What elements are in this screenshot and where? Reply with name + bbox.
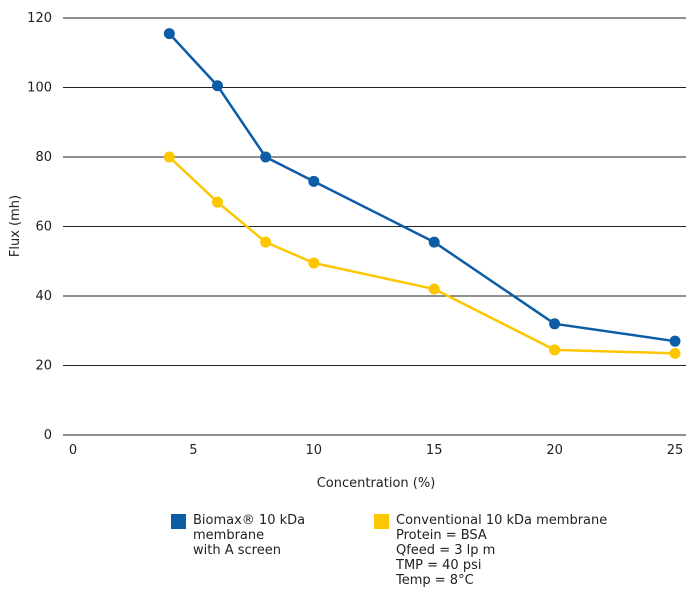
y-axis-ticks: 0 20 40 60 80 100 120 bbox=[27, 11, 52, 443]
legend-line: Temp = 8°C bbox=[396, 573, 474, 588]
legend-line: Protein = BSA bbox=[396, 528, 487, 543]
y-axis-label: Flux (mh) bbox=[8, 195, 23, 257]
data-point bbox=[163, 28, 175, 40]
data-point bbox=[428, 236, 440, 248]
data-point bbox=[308, 257, 320, 269]
series-line-1 bbox=[168, 32, 676, 343]
legend-swatch-series-2 bbox=[374, 514, 389, 529]
y-tick-label: 40 bbox=[35, 289, 52, 304]
legend-line: Qfeed = 3 lp m bbox=[396, 543, 496, 558]
data-point bbox=[211, 196, 223, 208]
legend-line: membrane bbox=[193, 528, 265, 543]
x-tick-label: 15 bbox=[426, 443, 443, 458]
legend-line: Conventional 10 kDa membrane bbox=[396, 513, 608, 528]
series-line-2 bbox=[168, 156, 676, 355]
x-tick-label: 5 bbox=[189, 443, 197, 458]
y-tick-label: 120 bbox=[27, 11, 52, 26]
legend-label-series-2: Conventional 10 kDa membrane Protein = B… bbox=[396, 513, 607, 588]
data-point bbox=[163, 151, 175, 163]
data-point bbox=[549, 344, 561, 356]
y-tick-label: 20 bbox=[35, 359, 52, 374]
x-tick-label: 0 bbox=[69, 443, 77, 458]
x-tick-label: 25 bbox=[667, 443, 684, 458]
series-group bbox=[163, 28, 681, 359]
y-tick-label: 100 bbox=[27, 81, 52, 96]
x-tick-label: 10 bbox=[306, 443, 323, 458]
data-point bbox=[260, 151, 272, 163]
grid-lines bbox=[63, 17, 686, 436]
y-tick-label: 80 bbox=[35, 150, 52, 165]
legend-line: TMP = 40 psi bbox=[396, 558, 482, 573]
y-tick-label: 60 bbox=[35, 220, 52, 235]
legend-line: with A screen bbox=[193, 543, 281, 558]
data-point bbox=[211, 80, 223, 92]
legend-label-series-1: Biomax® 10 kDa membrane with A screen bbox=[193, 513, 305, 558]
x-tick-label: 20 bbox=[546, 443, 563, 458]
legend-line: Biomax® 10 kDa bbox=[193, 513, 306, 528]
data-point bbox=[428, 283, 440, 295]
data-point bbox=[549, 318, 561, 330]
data-point bbox=[260, 236, 272, 248]
x-axis-label: Concentration (%) bbox=[317, 476, 436, 491]
data-point bbox=[669, 335, 681, 347]
data-point bbox=[308, 175, 320, 187]
y-tick-label: 0 bbox=[44, 428, 52, 443]
data-point bbox=[669, 347, 681, 359]
x-axis-ticks: 0 5 10 15 20 25 bbox=[69, 443, 683, 458]
legend-swatch-series-1 bbox=[171, 514, 186, 529]
